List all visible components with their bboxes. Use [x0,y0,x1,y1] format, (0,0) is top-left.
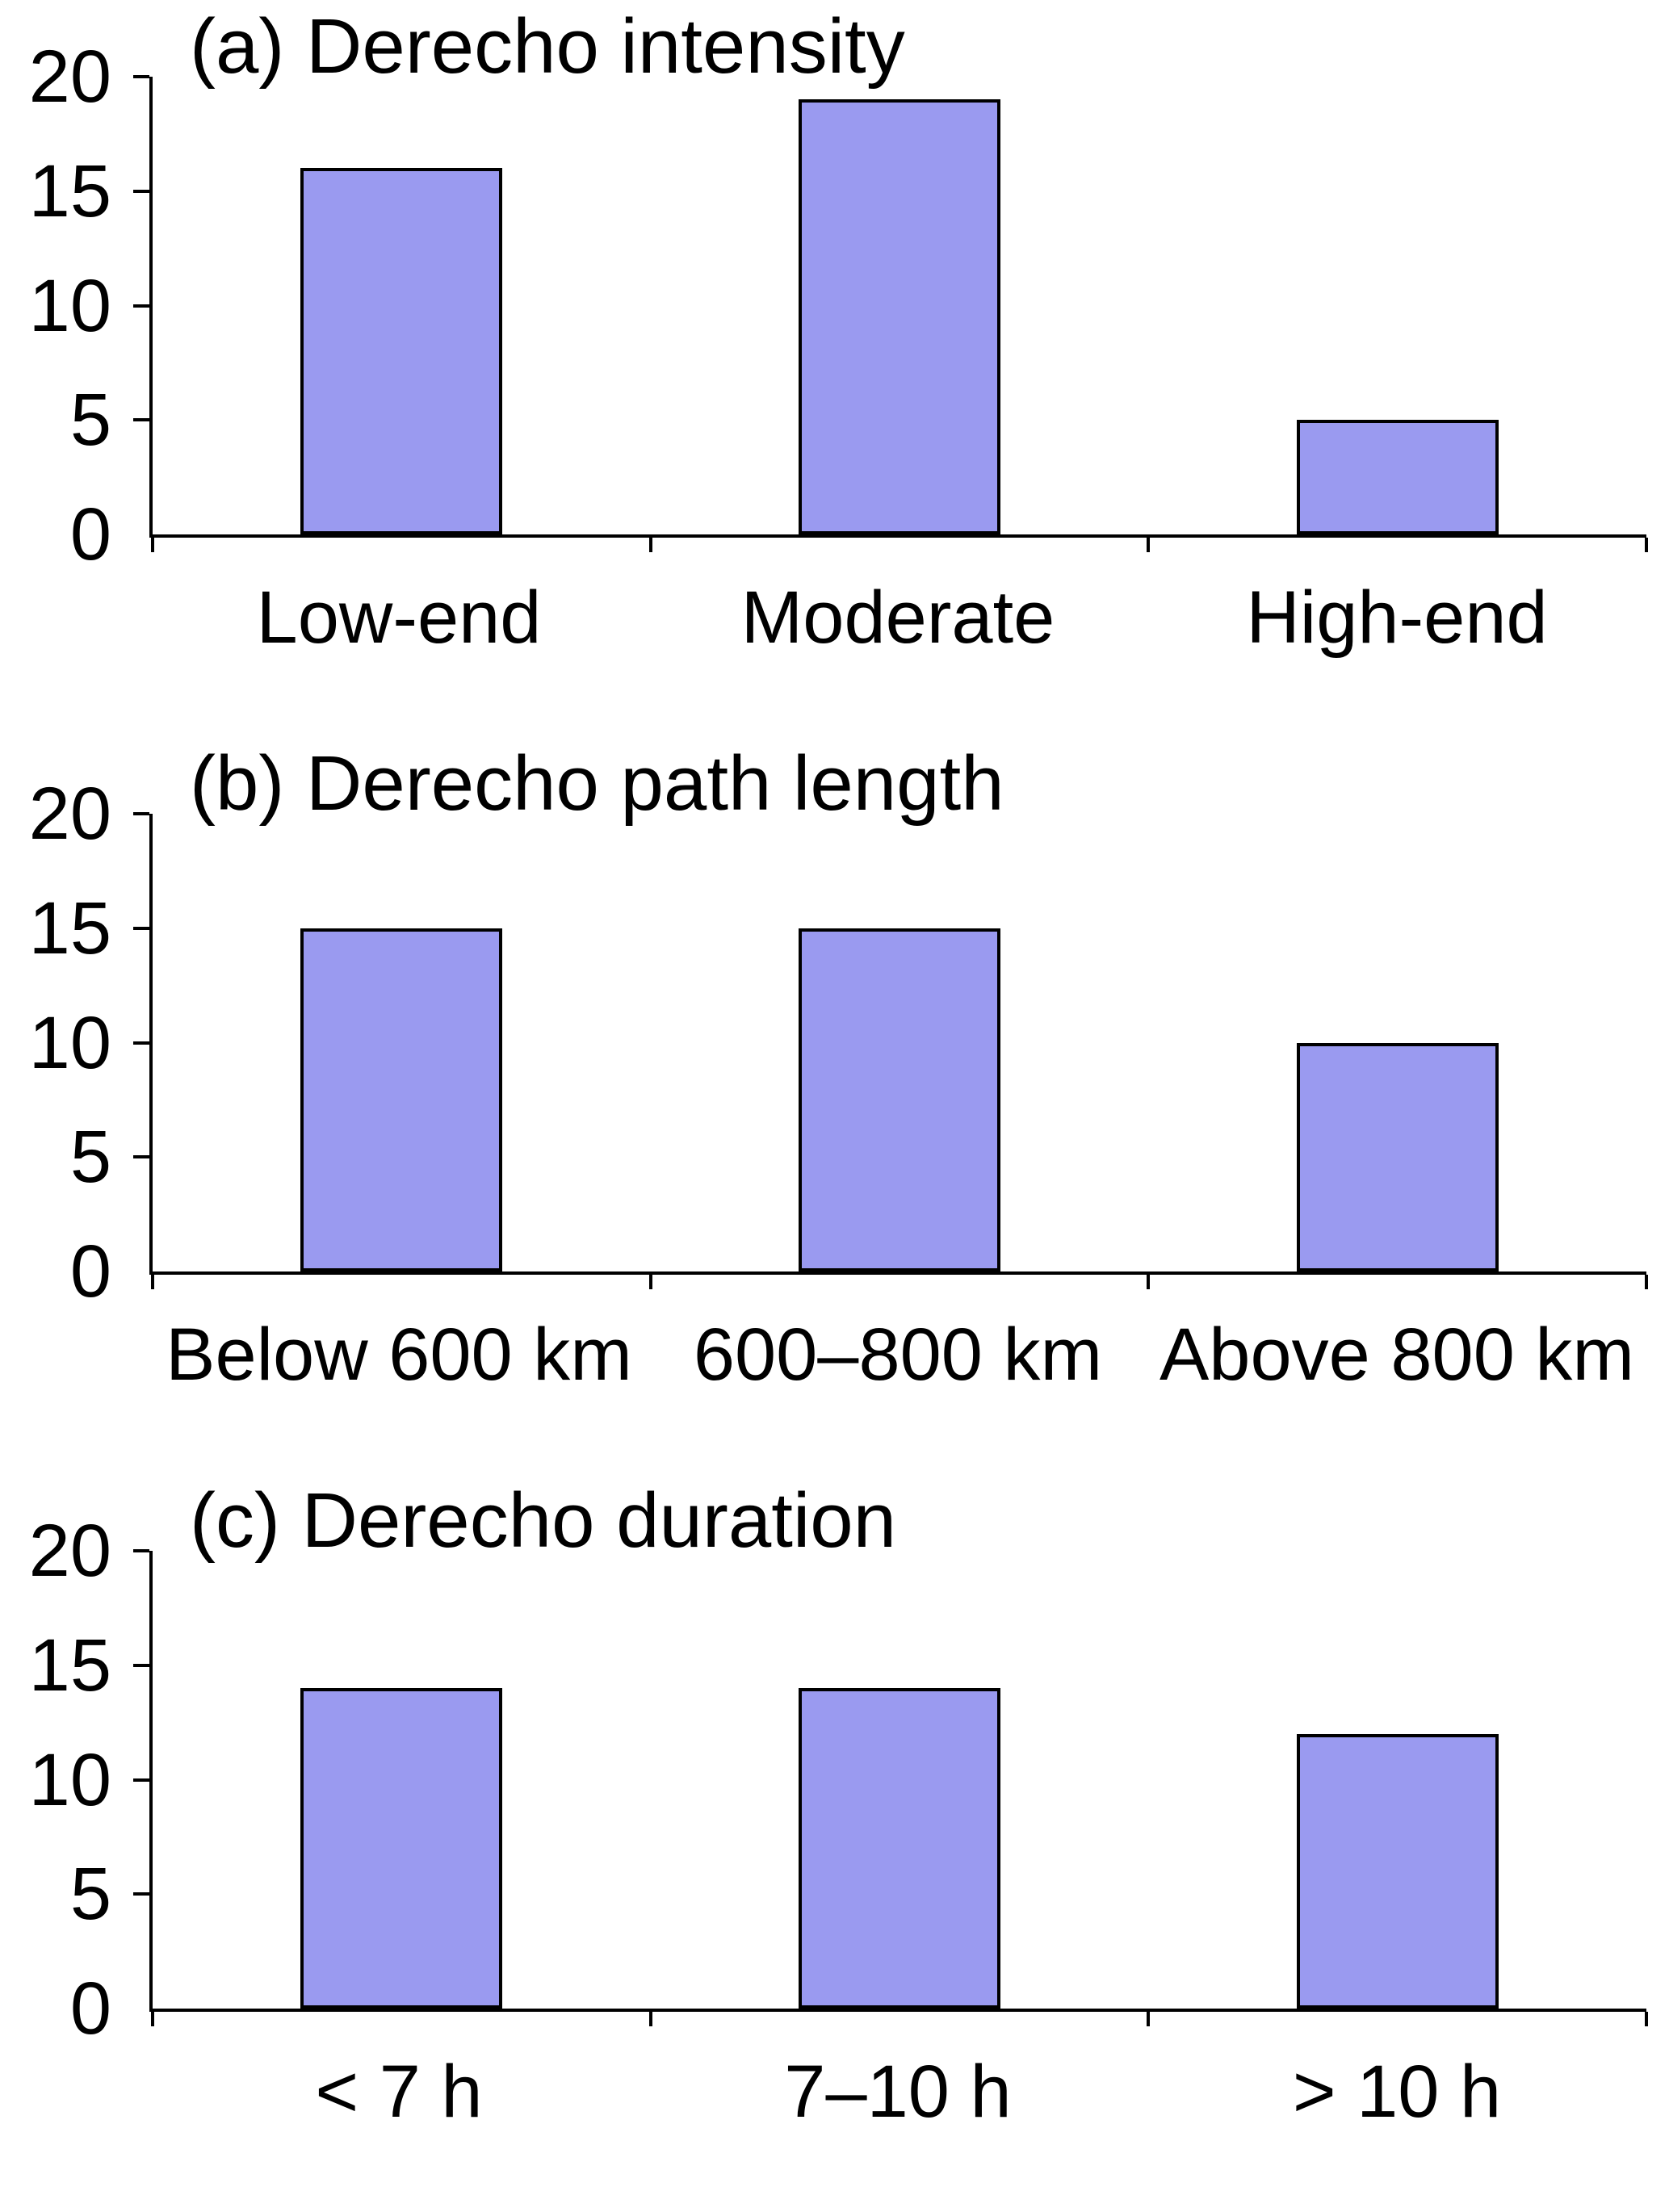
category-label: High-end [1246,576,1548,659]
chart-panel-intensity: (a) Derecho intensity 0 5 10 15 20 Low-end Mo… [0,0,1669,737]
bar-slot [153,814,651,1271]
y-axis-tick [133,1041,149,1045]
category-labels: < 7 h 7–10 h > 10 h [149,2051,1646,2133]
y-axis-tick [133,1155,149,1159]
x-axis-tick [1147,538,1151,552]
x-axis-tick [151,538,154,552]
y-tick-label: 15 [28,886,111,970]
plot-area [133,1549,1648,2026]
category-label: < 7 h [315,2051,483,2133]
bar [1296,420,1499,534]
chart-panel-duration: (c) Derecho duration 0 5 10 15 20 < 7 h 7–10 … [0,1474,1669,2211]
bar [300,168,503,534]
x-axis-tick [1645,538,1648,552]
y-axis-tick [133,1892,149,1896]
bar-slot [1148,814,1646,1271]
y-axis-tick [133,1549,149,1552]
chart-title: (c) Derecho duration [190,1477,897,1564]
category-label: Below 600 km [166,1313,632,1396]
y-tick-label: 15 [28,1623,111,1707]
plot-area [133,75,1648,552]
chart-panel-path-length: (b) Derecho path length 0 5 10 15 20 Below 6… [0,737,1669,1474]
y-axis-tick [133,1663,149,1667]
y-tick-label: 10 [28,264,111,347]
y-tick-label: 20 [28,773,111,855]
x-axis-tick [648,2012,652,2026]
bar [1296,1733,1499,2009]
y-axis-tick [133,304,149,308]
chart-title: (b) Derecho path length [190,740,1004,827]
bars-container [153,77,1646,534]
y-tick-label: 5 [69,1116,111,1199]
y-tick-label: 20 [28,36,111,118]
x-axis-tick [1645,1275,1648,1289]
bar-slot [651,1551,1149,2009]
x-axis-tick [1147,2012,1151,2026]
category-labels: Below 600 km 600–800 km Above 800 km [149,1313,1646,1396]
category-label: Above 800 km [1159,1313,1635,1396]
bar [300,1688,503,2009]
y-axis-labels: 0 5 10 15 20 [0,1514,129,2046]
x-axis-tick [1147,1275,1151,1289]
bar [799,928,1000,1271]
x-axis-tick [1645,2012,1648,2026]
bar [300,928,503,1271]
category-label: Moderate [740,576,1055,659]
plot-area [133,812,1648,1289]
y-tick-label: 10 [28,1001,111,1084]
bars-container [153,1551,1646,2009]
y-tick-label: 0 [69,1230,111,1313]
y-tick-label: 5 [69,1853,111,1936]
bar-slot [651,77,1149,534]
y-axis-tick [133,189,149,193]
y-axis-tick [133,75,149,78]
y-tick-label: 15 [28,149,111,233]
x-axis-tick [648,1275,652,1289]
category-label: > 10 h [1292,2051,1502,2133]
y-axis-tick [133,418,149,422]
y-tick-label: 5 [69,379,111,462]
y-tick-label: 10 [28,1738,111,1821]
y-tick-label: 0 [69,493,111,576]
bar [799,1688,1000,2009]
bar-slot [153,77,651,534]
x-axis-tick [648,538,652,552]
x-axis-tick [151,1275,154,1289]
bar [799,99,1000,534]
x-axis-tick [151,2012,154,2026]
category-labels: Low-end Moderate High-end [149,576,1646,659]
y-tick-label: 20 [28,1510,111,1592]
y-axis-labels: 0 5 10 15 20 [0,777,129,1309]
category-label: Low-end [256,576,542,659]
bar-slot [1148,1551,1646,2009]
bar-slot [1148,77,1646,534]
y-tick-label: 0 [69,1967,111,2050]
y-axis-tick [133,1778,149,1782]
y-axis-labels: 0 5 10 15 20 [0,40,129,572]
y-axis-tick [133,812,149,815]
bars-container [153,814,1646,1271]
bar-slot [651,814,1149,1271]
y-axis-tick [133,926,149,930]
chart-title: (a) Derecho intensity [190,3,905,90]
category-label: 7–10 h [784,2051,1012,2133]
category-label: 600–800 km [693,1313,1103,1396]
bar [1296,1042,1499,1271]
bar-slot [153,1551,651,2009]
